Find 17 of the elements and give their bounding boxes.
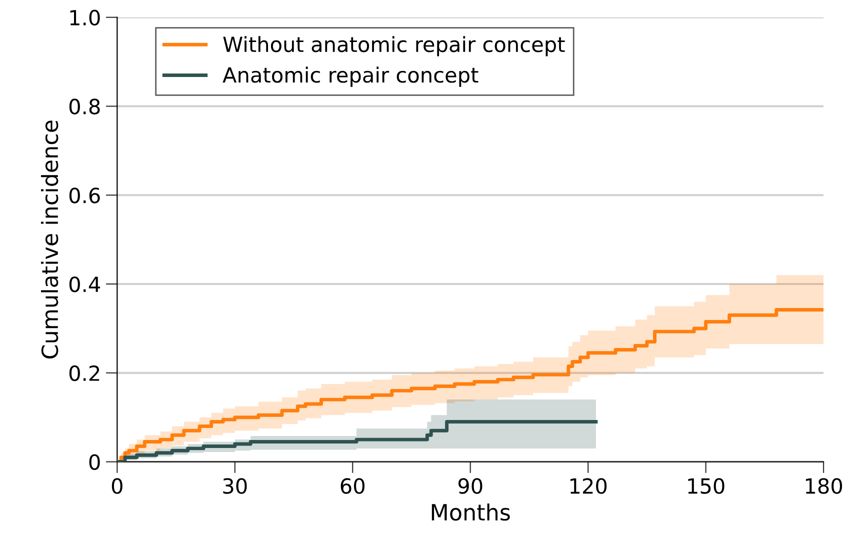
x-axis-title: Months xyxy=(432,503,510,521)
x-tick-label: 60 xyxy=(340,478,364,494)
y-tick-label: 0.6 xyxy=(69,188,100,204)
y-tick-label: 0.2 xyxy=(69,365,100,382)
x-tick-label: 0 xyxy=(112,478,122,494)
y-tick-label: 0.4 xyxy=(69,276,100,292)
y-tick-label: 1.0 xyxy=(70,10,100,26)
legend-label: Without anatomic repair concept xyxy=(223,36,565,56)
y-axis-title: Cumulative incidence xyxy=(40,120,58,358)
x-tick-label: 30 xyxy=(223,478,247,494)
x-tick-label: 150 xyxy=(688,478,724,494)
x-tick-label: 180 xyxy=(806,478,842,494)
y-tick-label: 0 xyxy=(89,454,100,470)
y-tick-label: 0.8 xyxy=(69,98,100,114)
legend-label: Anatomic repair concept xyxy=(222,66,478,87)
x-tick-label: 120 xyxy=(570,478,607,494)
x-tick-label: 90 xyxy=(458,478,482,494)
